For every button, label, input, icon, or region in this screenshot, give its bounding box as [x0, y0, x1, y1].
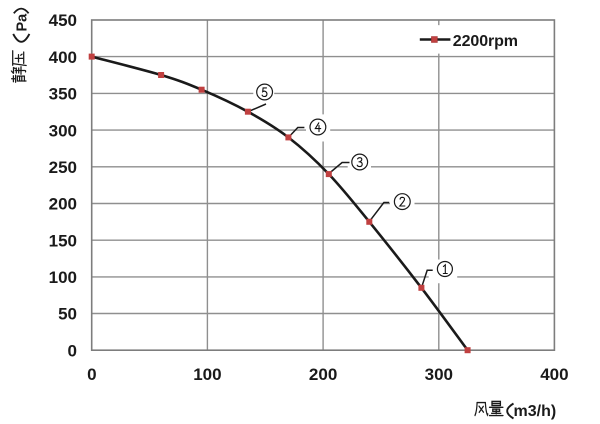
svg-text:250: 250: [49, 158, 77, 177]
svg-text:Pa: Pa: [14, 13, 30, 32]
svg-text:200: 200: [309, 365, 337, 384]
svg-text:200: 200: [49, 195, 77, 214]
svg-text:300: 300: [49, 121, 77, 140]
svg-text:450: 450: [49, 11, 77, 30]
svg-text:50: 50: [58, 305, 77, 324]
svg-text:400: 400: [540, 365, 568, 384]
svg-text:m3/h): m3/h): [514, 403, 557, 420]
svg-text:0: 0: [68, 341, 77, 360]
svg-text:300: 300: [425, 365, 453, 384]
svg-text:350: 350: [49, 85, 77, 104]
svg-text:150: 150: [49, 231, 77, 250]
svg-text:100: 100: [193, 365, 221, 384]
svg-text:400: 400: [49, 48, 77, 67]
svg-text:0: 0: [87, 365, 96, 384]
svg-text:2200rpm: 2200rpm: [453, 33, 518, 50]
svg-text:100: 100: [49, 268, 77, 287]
